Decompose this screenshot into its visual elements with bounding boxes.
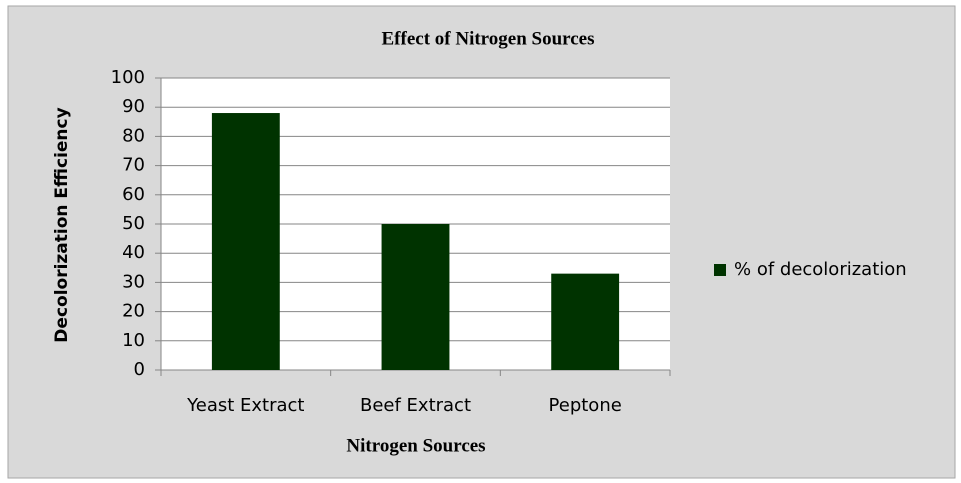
y-tick-label: 80	[122, 125, 145, 146]
y-tick-label: 0	[134, 359, 145, 380]
bar	[551, 273, 620, 370]
y-tick-label: 10	[122, 330, 145, 351]
bar	[211, 113, 280, 370]
chart-title: Effect of Nitrogen Sources	[382, 28, 595, 49]
bar	[381, 224, 450, 370]
y-tick-label: 70	[122, 155, 145, 176]
y-tick-label: 20	[122, 301, 145, 322]
x-tick-label: Yeast Extract	[186, 395, 304, 416]
y-tick-label: 60	[122, 184, 145, 205]
legend-label: % of decolorization	[734, 259, 907, 280]
legend-swatch	[714, 264, 726, 276]
y-tick-label: 30	[122, 271, 145, 292]
x-tick-label: Peptone	[549, 395, 622, 416]
y-tick-label: 100	[111, 67, 145, 88]
x-tick-label: Beef Extract	[360, 395, 471, 416]
y-tick-label: 50	[122, 213, 145, 234]
x-axis-label: Nitrogen Sources	[346, 435, 485, 456]
y-axis-label: Decolorization Efficiency	[52, 107, 72, 342]
y-tick-label: 40	[122, 242, 145, 263]
y-tick-label: 90	[122, 96, 145, 117]
